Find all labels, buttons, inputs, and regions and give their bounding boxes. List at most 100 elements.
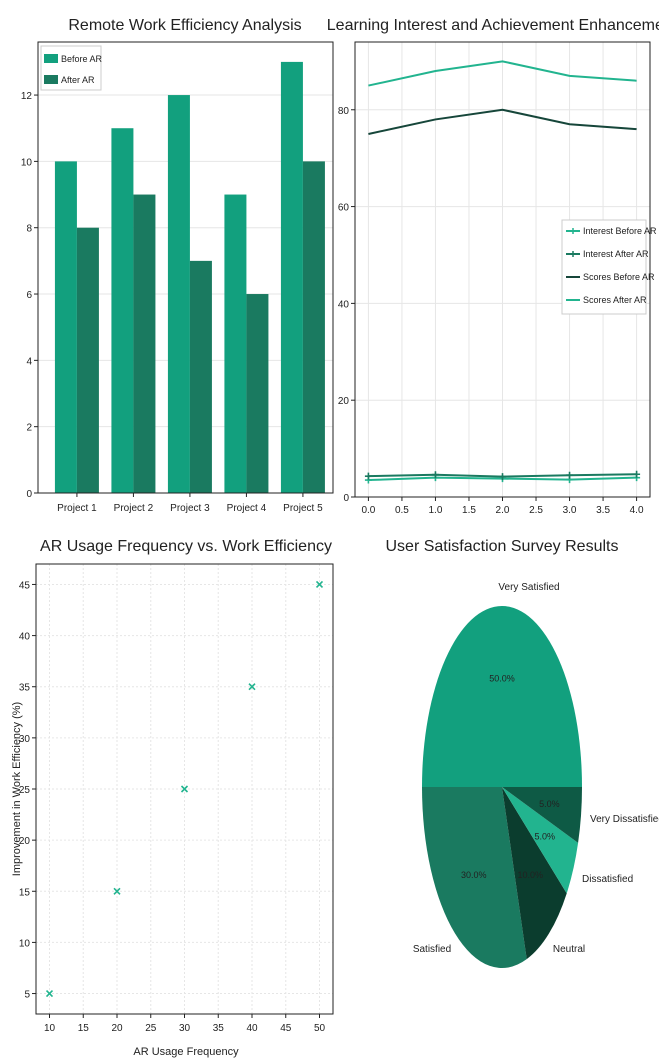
line-y-tick-label: 80 (338, 106, 350, 117)
bar-x-tick-label: Project 3 (170, 503, 210, 514)
scatter-x-axis-label: AR Usage Frequency (133, 1046, 239, 1058)
scatter-chart: AR Usage Frequency vs. Work Efficiency 5… (11, 538, 334, 1058)
legend-label-interest-before: Interest Before AR (583, 226, 657, 236)
scatter-x-tick-label: 25 (145, 1023, 157, 1034)
pie-category-label: Dissatisfied (582, 874, 633, 885)
legend-label-scores-after: Scores After AR (583, 295, 647, 305)
bar-after-ar-5 (302, 161, 325, 493)
scatter-y-tick-label: 35 (19, 683, 31, 694)
scatter-x-tick-label: 10 (44, 1023, 56, 1034)
pie-slice-neutral (502, 787, 567, 960)
scatter-y-tick-label: 25 (19, 785, 31, 796)
line-x-tick-label: 2.5 (529, 505, 543, 516)
scatter-y-tick-label: 5 (24, 990, 30, 1001)
scatter-chart-x-ticks: 10 15 20 25 30 35 40 45 50 (44, 1014, 326, 1034)
scatter-y-tick-label: 10 (19, 938, 31, 949)
bar-x-tick-label: Project 2 (114, 503, 154, 514)
scatter-point (113, 887, 121, 895)
line-x-tick-label: 3.0 (563, 505, 577, 516)
scatter-x-tick-label: 35 (213, 1023, 225, 1034)
bar-x-tick-label: Project 1 (57, 503, 97, 514)
line-y-tick-label: 0 (343, 493, 349, 504)
bar-y-tick-label: 0 (26, 489, 32, 500)
scatter-x-tick-label: 20 (111, 1023, 123, 1034)
bar-y-tick-label: 2 (26, 423, 32, 434)
pie-pct-label: 5.0% (539, 799, 560, 809)
legend-label-before-ar: Before AR (61, 54, 103, 64)
bar-chart-y-ticks: 0 2 4 6 8 10 12 (21, 91, 38, 500)
series-point-marker (364, 472, 372, 480)
line-chart-lines (364, 60, 641, 484)
line-x-tick-label: 1.0 (429, 505, 443, 516)
pie-slice-satisfied (421, 787, 527, 969)
line-y-tick-label: 60 (338, 203, 350, 214)
pie-slice-dissatisfied (502, 787, 579, 894)
legend-marker-interest-before (570, 228, 576, 234)
pie-category-label: Satisfied (413, 944, 451, 955)
bar-y-tick-label: 10 (21, 157, 33, 168)
pie-category-label: Very Dissatisfied (590, 814, 659, 825)
line-y-tick-label: 40 (338, 299, 350, 310)
line-chart: Learning Interest and Achievement Enhanc… (327, 17, 659, 516)
bar-chart-legend: Before AR After AR (40, 45, 103, 91)
scatter-x-tick-label: 45 (280, 1023, 292, 1034)
bar-chart-title: Remote Work Efficiency Analysis (68, 17, 301, 34)
series-point-marker (499, 473, 506, 481)
line-chart-grid (355, 42, 650, 498)
line-chart-legend: Interest Before AR Interest After AR Sco… (561, 219, 657, 315)
scatter-x-tick-label: 40 (246, 1023, 258, 1034)
line-y-tick-label: 20 (338, 396, 350, 407)
line-x-tick-label: 3.5 (596, 505, 610, 516)
scatter-x-tick-label: 30 (179, 1023, 191, 1034)
bar-chart: Remote Work Efficiency Analysis 0 2 4 6 8 10 1… (21, 17, 334, 514)
bar-x-tick-label: Project 4 (227, 503, 267, 514)
bar-y-tick-label: 6 (26, 290, 32, 301)
bar-y-tick-label: 4 (26, 356, 32, 367)
scatter-x-tick-label: 15 (78, 1023, 90, 1034)
line-chart-title: Learning Interest and Achievement Enhanc… (327, 17, 659, 34)
legend-label-after-ar: After AR (61, 75, 95, 85)
series-point-marker (633, 470, 641, 478)
scatter-y-tick-label: 40 (19, 632, 31, 643)
bar-before-ar-3 (167, 95, 190, 493)
pie-chart-slices (421, 606, 582, 969)
pie-pct-label: 50.0% (489, 673, 515, 683)
scatter-point (248, 683, 256, 691)
pie-category-label: Very Satisfied (498, 582, 559, 593)
scatter-point (180, 785, 189, 793)
scatter-point (315, 580, 324, 589)
line-chart-legend-box (561, 219, 647, 315)
series-line-scores-after-ar (368, 60, 637, 87)
scatter-y-tick-label: 20 (19, 836, 31, 847)
scatter-y-axis-label: Improvement in Work Efficiency (%) (11, 702, 23, 876)
bar-after-ar-3 (189, 260, 212, 493)
line-x-tick-label: 0.0 (361, 505, 375, 516)
line-x-tick-label: 4.0 (630, 505, 644, 516)
pie-pct-label: 30.0% (461, 870, 487, 880)
bar-x-tick-label: Project 5 (283, 503, 323, 514)
bar-y-tick-label: 8 (26, 224, 32, 235)
bar-chart-frame (37, 41, 334, 494)
pie-chart: User Satisfaction Survey Results 50.0% Ve… (386, 538, 659, 969)
bar-y-tick-label: 12 (21, 91, 33, 102)
line-x-tick-label: 0.5 (395, 505, 409, 516)
pie-chart-title: User Satisfaction Survey Results (386, 538, 619, 555)
bar-after-ar-1 (76, 227, 99, 494)
pie-chart-labels: 50.0% Very Satisfied 30.0% Satisfied 10.0% Ne… (413, 582, 659, 955)
bar-before-ar-4 (224, 194, 247, 493)
scatter-y-tick-label: 15 (19, 887, 31, 898)
legend-label-interest-after: Interest After AR (583, 249, 649, 259)
pie-pct-label: 10.0% (517, 870, 543, 880)
bar-before-ar-2 (111, 128, 134, 493)
bar-after-ar-4 (246, 294, 269, 493)
scatter-chart-y-ticks: 5 10 15 20 25 30 35 40 45 (19, 580, 36, 1001)
legend-marker-interest-after (570, 251, 576, 257)
scatter-y-tick-label: 45 (19, 580, 31, 591)
scatter-x-tick-label: 50 (314, 1023, 326, 1034)
scatter-chart-points (45, 580, 324, 998)
legend-label-scores-before: Scores Before AR (583, 272, 655, 282)
bar-before-ar-1 (54, 161, 77, 493)
series-point-marker (566, 471, 574, 479)
bar-chart-x-ticks: Project 1 Project 2 Project 3 Project 4 Proj… (57, 493, 323, 514)
